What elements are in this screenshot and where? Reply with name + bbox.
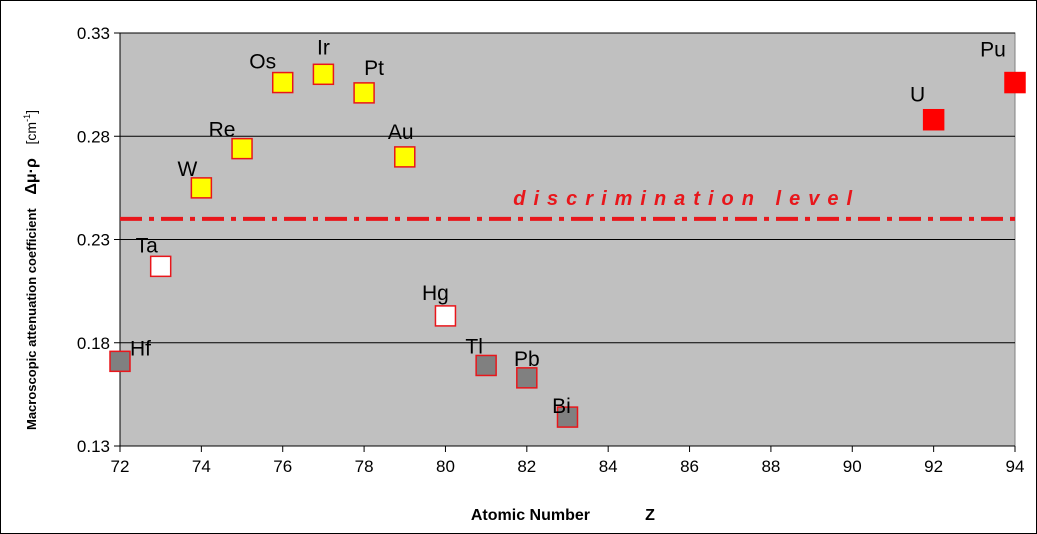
x-axis: 72 74 76 78 80 82 84 86 88 90 92 94 [111, 445, 1025, 476]
discrimination-level-line: discrimination level [120, 188, 1020, 221]
point-ta [149, 255, 172, 278]
data-points: Hf Ta W Re Os Ir Pt Au Hg Tl Pb Bi U Pu [109, 36, 1026, 428]
y-axis-title: Macroscopic attenuation coefficient Δμ·ρ… [22, 110, 40, 430]
y-tick-label: 0.18 [77, 334, 110, 353]
reference-line-label: discrimination level [513, 188, 860, 210]
y-axis-title-main: Macroscopic attenuation coefficient [24, 208, 39, 430]
y-axis-unit-open: [cm [23, 122, 39, 145]
point-label-tl: Tl [465, 335, 483, 358]
point-u [922, 108, 945, 131]
x-tick-label: 80 [436, 457, 455, 476]
point-label-pb: Pb [514, 348, 540, 371]
x-axis-title: Atomic Number [471, 507, 590, 524]
x-tick-label: 84 [599, 457, 618, 476]
point-label-w: W [177, 158, 197, 181]
point-label-u: U [910, 84, 925, 107]
x-tick-label: 88 [761, 457, 780, 476]
y-axis-unit-close: ] [23, 110, 39, 114]
point-re [231, 137, 253, 160]
x-tick-label: 90 [843, 457, 862, 476]
point-hf [109, 350, 131, 373]
point-label-re: Re [209, 119, 236, 142]
point-label-pt: Pt [364, 57, 384, 80]
point-label-ir: Ir [317, 36, 330, 59]
y-axis-symbol: Δμ·ρ [23, 158, 40, 195]
point-label-hf: Hf [130, 337, 151, 360]
point-tl [475, 354, 497, 377]
point-au [394, 146, 416, 168]
x-tick-label: 94 [1006, 457, 1025, 476]
point-ir [312, 63, 335, 86]
point-pu [1004, 71, 1026, 94]
y-axis-unit-sup: -1 [22, 114, 32, 122]
svg-text:Macroscopic attenuation coeffi: Macroscopic attenuation coefficient Δμ·ρ… [22, 110, 40, 430]
point-pt [353, 82, 375, 104]
y-tick-label: 0.28 [77, 127, 110, 146]
point-label-os: Os [249, 51, 276, 74]
point-label-bi: Bi [552, 395, 571, 418]
y-tick-label: 0.33 [77, 24, 110, 43]
x-tick-label: 78 [355, 457, 374, 476]
y-axis: 0.13 0.18 0.23 0.28 0.33 [77, 24, 121, 456]
point-bi [556, 406, 579, 428]
x-axis-symbol: Z [645, 507, 655, 524]
point-os [271, 71, 294, 94]
point-pb [516, 367, 538, 389]
x-tick-label: 92 [924, 457, 943, 476]
point-label-ta: Ta [136, 234, 159, 257]
y-tick-label: 0.23 [77, 231, 110, 250]
x-axis-title-main: Atomic Number [471, 507, 590, 524]
x-tick-label: 76 [273, 457, 292, 476]
point-label-au: Au [388, 121, 414, 144]
x-tick-label: 82 [517, 457, 536, 476]
point-label-pu: Pu [980, 39, 1006, 62]
point-label-hg: Hg [422, 282, 449, 305]
x-tick-label: 74 [192, 457, 211, 476]
point-hg [434, 305, 457, 327]
point-w [190, 177, 213, 199]
x-tick-label: 72 [111, 457, 130, 476]
x-tick-label: 86 [680, 457, 699, 476]
y-tick-label: 0.13 [77, 437, 110, 456]
